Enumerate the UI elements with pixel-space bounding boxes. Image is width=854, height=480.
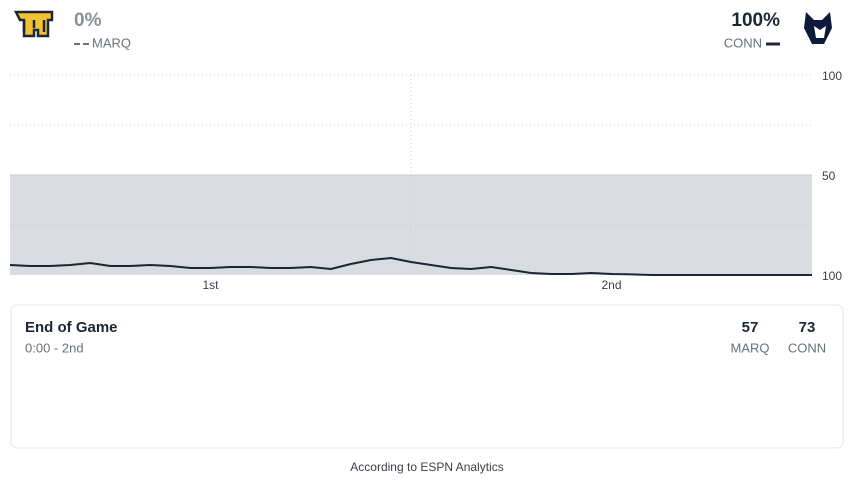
y-tick-label: 100 — [822, 269, 842, 283]
x-tick-label: 1st — [202, 278, 219, 292]
away-score: 57 — [742, 319, 759, 336]
game-status: End of Game — [25, 319, 118, 336]
y-tick-label: 50 — [822, 169, 836, 183]
footer: According to ESPN Analytics — [350, 460, 503, 474]
plot: 100 50 100 1st 2nd — [9, 69, 842, 292]
home-score: 73 — [799, 319, 816, 336]
y-tick-label: 100 — [822, 69, 842, 83]
away-abbr: MARQ — [92, 35, 131, 50]
game-clock: 0:00 - 2nd — [25, 340, 84, 355]
marq-logo — [13, 10, 54, 38]
score-card — [10, 304, 844, 449]
home-abbr: CONN — [724, 35, 762, 50]
win-probability-line — [9, 257, 812, 276]
away-score-abbr: MARQ — [731, 340, 770, 355]
x-tick-label: 2nd — [601, 278, 621, 292]
home-score-abbr: CONN — [788, 340, 826, 355]
home-percent: 100% — [731, 10, 780, 31]
conn-logo — [804, 12, 832, 44]
away-percent: 0% — [74, 10, 102, 31]
